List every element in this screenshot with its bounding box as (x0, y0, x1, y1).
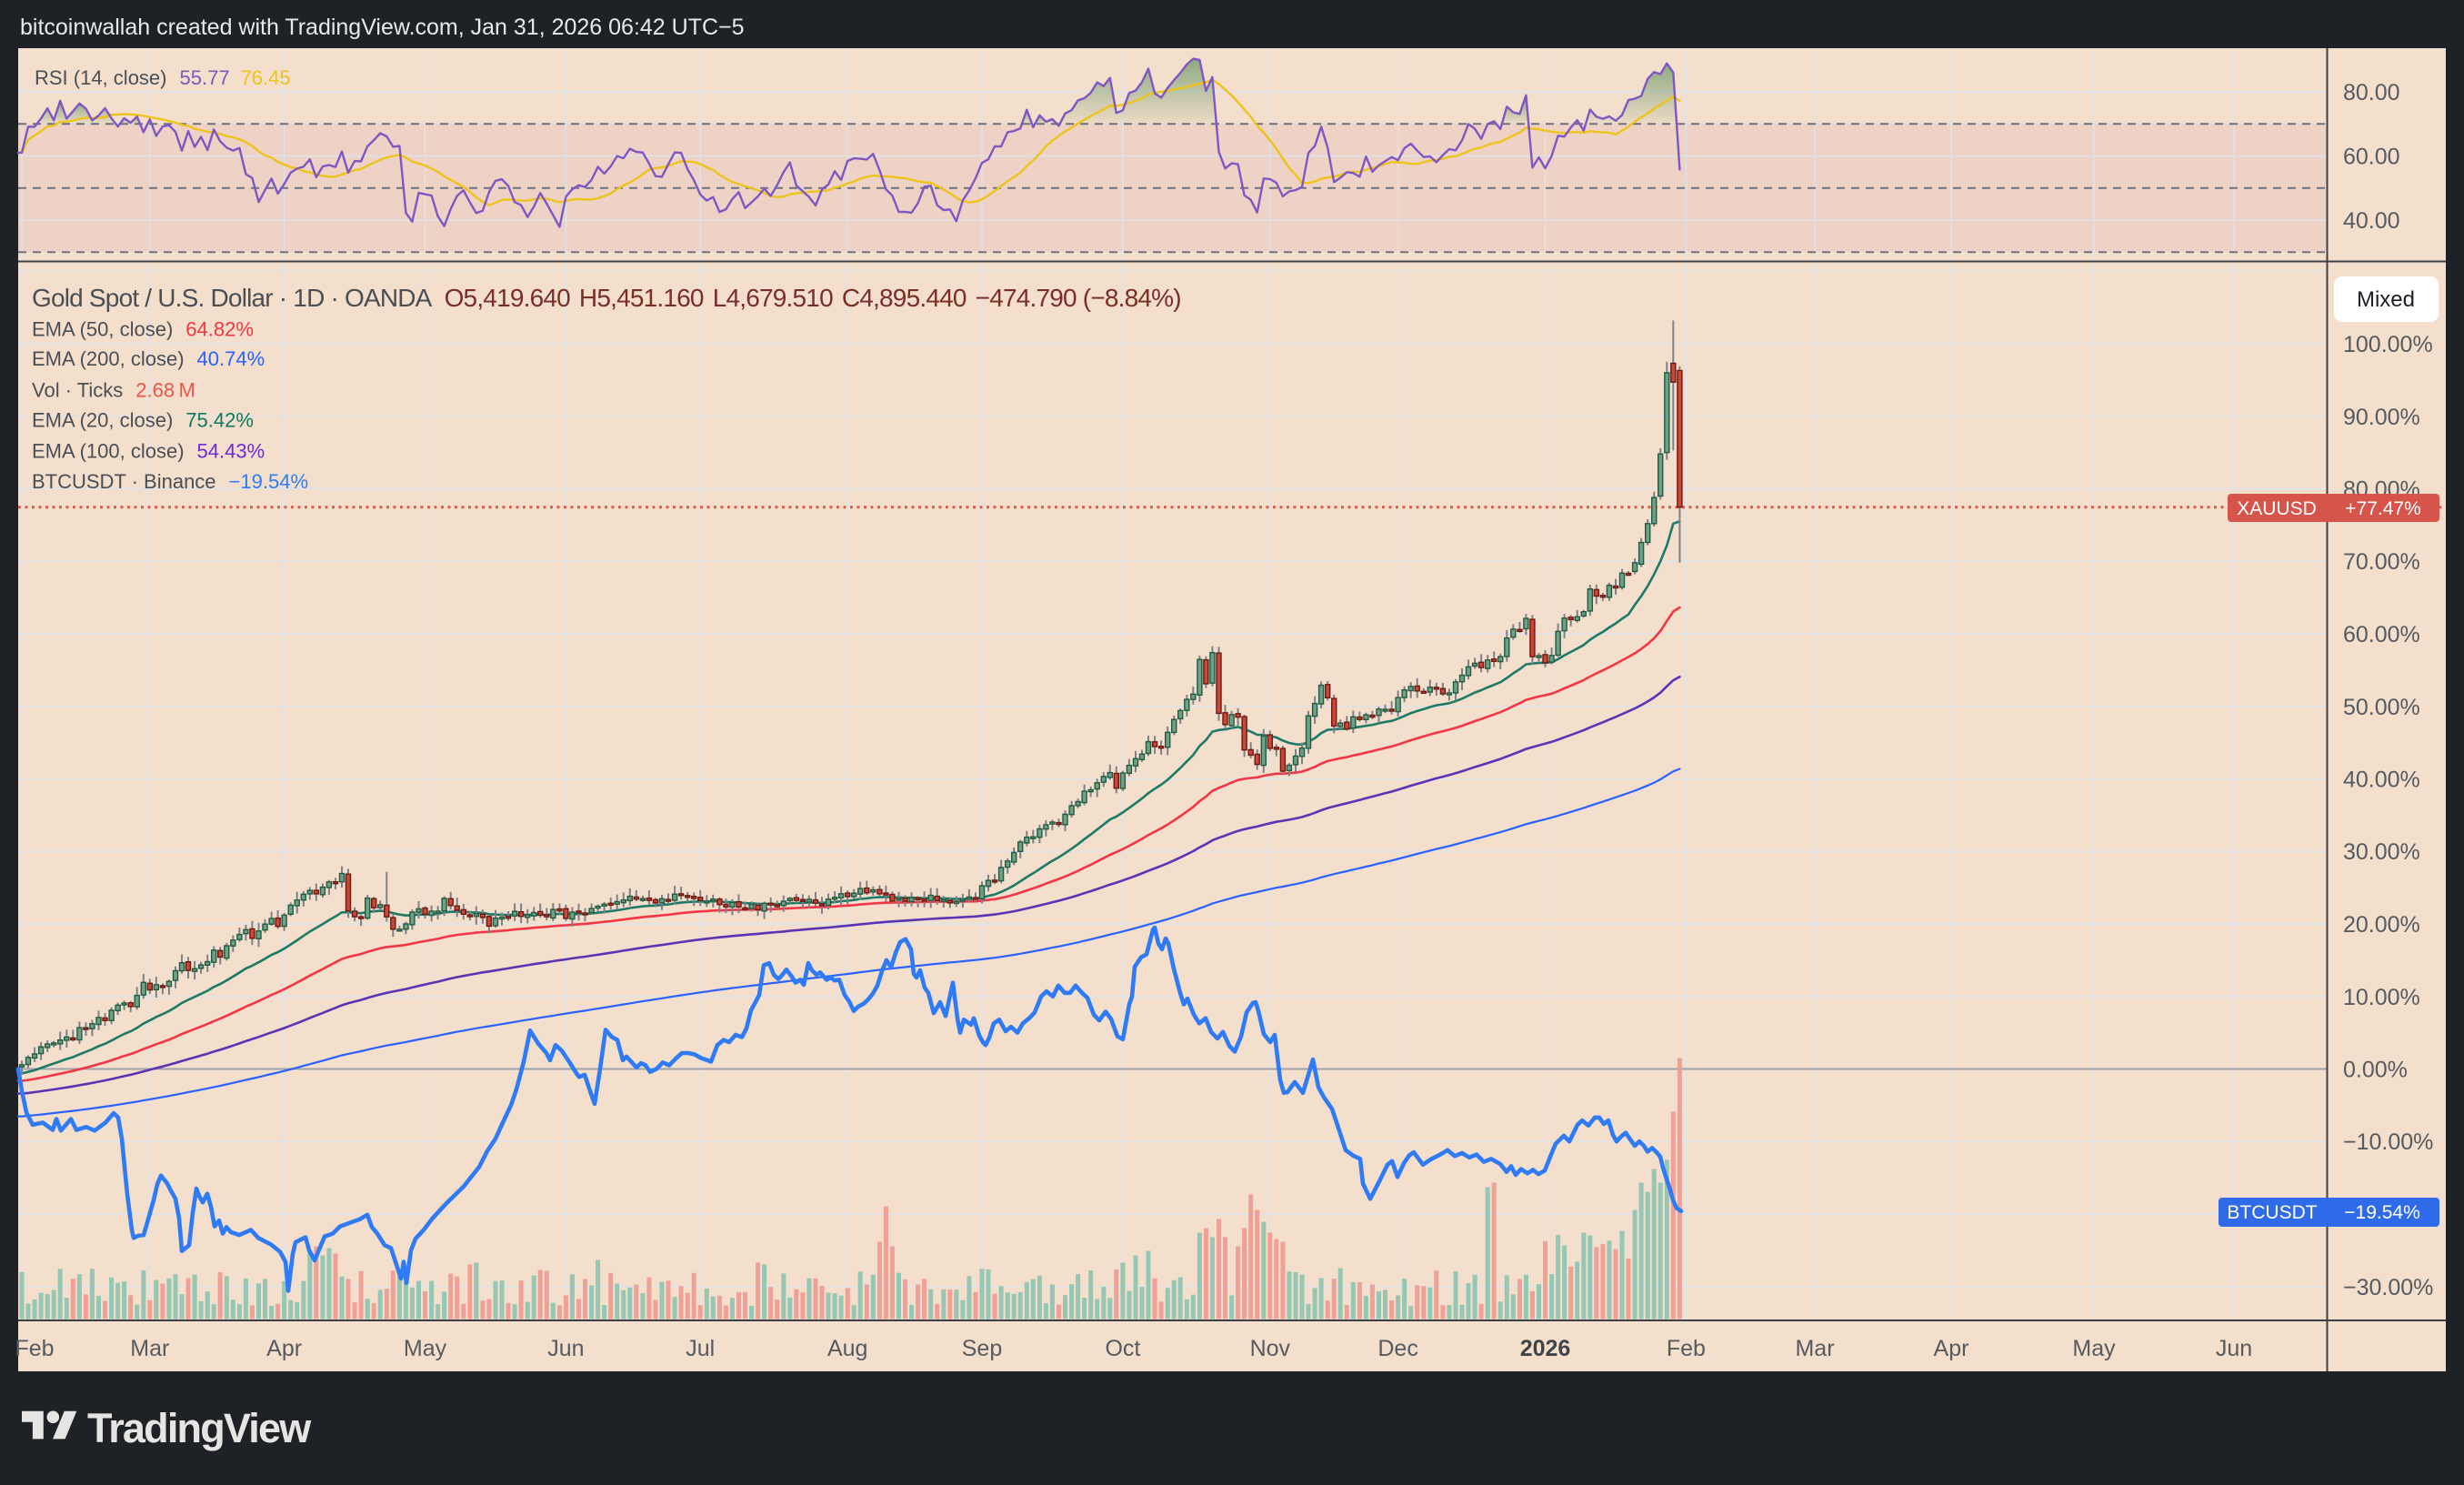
svg-text:bitcoinwallah created with Tra: bitcoinwallah created with TradingView.c… (20, 15, 745, 40)
svg-text:BTCUSDT · Binance−19.54%: BTCUSDT · Binance −19.54% (32, 470, 308, 493)
svg-text:30.00%: 30.00% (2343, 839, 2420, 865)
svg-text:Mar: Mar (1795, 1336, 1834, 1361)
svg-text:XAUUSD: XAUUSD (2237, 498, 2317, 519)
svg-text:BTCUSDT: BTCUSDT (2227, 1202, 2317, 1223)
svg-text:20.00%: 20.00% (2343, 912, 2420, 938)
svg-text:Apr: Apr (266, 1336, 302, 1361)
svg-text:Gold Spot / U.S. Dollar · 1D ·: Gold Spot / U.S. Dollar · 1D · OANDA O5,4… (32, 284, 1181, 312)
svg-text:Apr: Apr (1934, 1336, 1969, 1361)
svg-text:−19.54%: −19.54% (2344, 1202, 2420, 1223)
svg-text:Feb: Feb (15, 1336, 54, 1361)
svg-text:Mixed: Mixed (2357, 287, 2415, 312)
svg-text:Jun: Jun (547, 1336, 584, 1361)
svg-text:Mar: Mar (130, 1336, 169, 1361)
svg-text:Jun: Jun (2216, 1336, 2252, 1361)
svg-text:Feb: Feb (1667, 1336, 1706, 1361)
svg-text:60.00%: 60.00% (2343, 622, 2420, 647)
svg-text:50.00%: 50.00% (2343, 695, 2420, 720)
svg-text:May: May (404, 1336, 447, 1361)
svg-text:−30.00%: −30.00% (2343, 1275, 2433, 1300)
svg-text:Jul: Jul (686, 1336, 715, 1361)
svg-text:90.00%: 90.00% (2343, 405, 2420, 430)
svg-text:Oct: Oct (1105, 1336, 1140, 1361)
svg-text:70.00%: 70.00% (2343, 549, 2420, 575)
svg-text:EMA (20, close)75.42%: EMA (20, close) 75.42% (32, 409, 254, 432)
svg-text:0.00%: 0.00% (2343, 1058, 2408, 1083)
svg-text:EMA (100, close)54.43%: EMA (100, close) 54.43% (32, 440, 265, 463)
svg-text:60.00: 60.00 (2343, 145, 2400, 170)
svg-text:10.00%: 10.00% (2343, 985, 2420, 1010)
svg-text:2026: 2026 (1520, 1336, 1571, 1361)
svg-text:Aug: Aug (827, 1336, 867, 1361)
svg-text:Sep: Sep (962, 1336, 1002, 1361)
svg-text:May: May (2072, 1336, 2116, 1361)
svg-text:EMA (200, close)40.74%: EMA (200, close) 40.74% (32, 347, 265, 370)
svg-text:+77.47%: +77.47% (2345, 498, 2421, 519)
svg-text:80.00: 80.00 (2343, 80, 2400, 105)
svg-text:40.00%: 40.00% (2343, 768, 2420, 793)
svg-text:−10.00%: −10.00% (2343, 1129, 2433, 1155)
svg-text:40.00: 40.00 (2343, 208, 2400, 234)
svg-text:Nov: Nov (1250, 1336, 1291, 1361)
svg-text:TradingView: TradingView (87, 1405, 312, 1451)
svg-text:EMA (50, close)64.82%: EMA (50, close) 64.82% (32, 318, 254, 341)
svg-text:Dec: Dec (1377, 1336, 1417, 1361)
svg-text:100.00%: 100.00% (2343, 332, 2433, 357)
